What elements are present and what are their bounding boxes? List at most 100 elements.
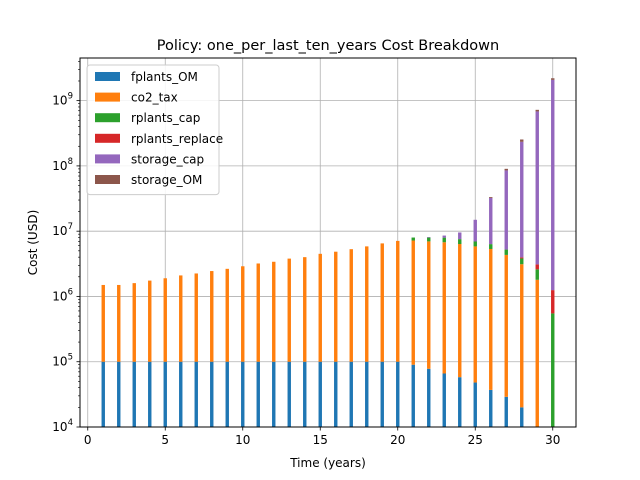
bar-segment-fplants-OM xyxy=(380,361,384,427)
bar-segment-rplants-cap xyxy=(458,239,462,245)
bar-segment-co2-tax xyxy=(117,284,121,362)
bar-segment-fplants-OM xyxy=(473,382,477,427)
bar-segment-co2-tax xyxy=(504,254,508,397)
bar-segment-co2-tax xyxy=(318,253,322,362)
x-tick-label: 25 xyxy=(468,433,483,447)
y-tick-label: 109 xyxy=(52,92,73,108)
bar-segment-rplants-cap xyxy=(473,241,477,247)
legend-swatch xyxy=(95,133,120,143)
bar-segment-storage-OM xyxy=(535,109,539,112)
bar-segment-co2-tax xyxy=(256,263,260,362)
bar-segment-fplants-OM xyxy=(210,361,214,427)
bar-segment-fplants-OM xyxy=(194,361,198,427)
bar-segment-fplants-OM xyxy=(489,389,493,427)
bar-segment-fplants-OM xyxy=(179,361,183,427)
bar-segment-fplants-OM xyxy=(396,361,400,427)
bar-segment-co2-tax xyxy=(427,241,431,369)
bar-segment-fplants-OM xyxy=(117,361,121,427)
bar-segment-rplants-cap xyxy=(504,249,508,255)
bar-segment-co2-tax xyxy=(520,264,524,408)
legend-swatch xyxy=(95,154,120,164)
bar-segment-rplants-cap xyxy=(520,258,524,265)
bar-segment-rplants-cap xyxy=(535,269,539,280)
bar-segment-co2-tax xyxy=(380,243,384,362)
plot-frame xyxy=(79,57,577,428)
bar-segment-co2-tax xyxy=(163,278,167,362)
bar-segment-fplants-OM xyxy=(334,361,338,427)
bar-segment-co2-tax xyxy=(535,279,539,427)
bar-segment-fplants-OM xyxy=(411,364,415,427)
legend-label: fplants_OM xyxy=(131,70,198,84)
x-tick-label: 5 xyxy=(161,433,169,447)
legend-swatch xyxy=(95,92,120,102)
x-axis-ticks: 0 5 10 15 20 25 30 xyxy=(84,427,560,447)
bar-segment-fplants-OM xyxy=(163,361,167,427)
bar-segment-co2-tax xyxy=(287,258,291,362)
bar-segment-fplants-OM xyxy=(241,361,245,427)
bar-segment-fplants-OM xyxy=(256,361,260,427)
bar-segment-rplants-cap xyxy=(489,244,493,249)
bar-segment-storage-cap xyxy=(427,237,431,238)
bar-segment-fplants-OM xyxy=(318,361,322,427)
bar-segment-fplants-OM xyxy=(365,361,369,427)
bar-segment-rplants-replace xyxy=(551,290,555,314)
bar-segment-co2-tax xyxy=(458,244,462,378)
bar-segment-rplants-replace xyxy=(535,264,539,270)
bar-segment-co2-tax xyxy=(132,283,136,362)
bar-segment-co2-tax xyxy=(411,240,415,365)
bar-segment-storage-cap xyxy=(489,197,493,245)
bar-segment-storage-cap xyxy=(442,235,446,238)
y-tick-label: 106 xyxy=(52,287,73,303)
stacked-bars xyxy=(101,78,555,427)
x-tick-label: 15 xyxy=(313,433,328,447)
bar-segment-rplants-cap xyxy=(411,237,415,241)
bar-segment-storage-cap xyxy=(551,79,555,291)
legend-label: co2_tax xyxy=(131,91,178,105)
bar-segment-fplants-OM xyxy=(225,361,229,427)
bar-segment-fplants-OM xyxy=(272,361,276,427)
legend: fplants_OM co2_tax rplants_cap rplants_repl… xyxy=(86,64,223,196)
y-tick-label: 107 xyxy=(52,222,73,238)
bar-segment-fplants-OM xyxy=(287,361,291,427)
bar-segment-fplants-OM xyxy=(427,368,431,427)
bar-segment-co2-tax xyxy=(396,240,400,362)
bar-segment-fplants-OM xyxy=(458,377,462,427)
legend-swatch xyxy=(95,113,120,123)
x-tick-label: 20 xyxy=(390,433,405,447)
x-tick-label: 30 xyxy=(545,433,560,447)
bar-segment-fplants-OM xyxy=(504,396,508,427)
x-tick-label: 10 xyxy=(235,433,250,447)
bar-segment-co2-tax xyxy=(442,242,446,374)
bar-segment-co2-tax xyxy=(101,284,105,362)
bar-segment-co2-tax xyxy=(225,268,229,362)
y-tick-label: 108 xyxy=(52,157,73,173)
y-tick-label: 105 xyxy=(52,353,73,369)
bar-segment-co2-tax xyxy=(334,251,338,362)
bar-segment-storage-OM xyxy=(551,78,555,80)
bar-segment-storage-cap xyxy=(520,141,524,258)
chart-title: Policy: one_per_last_ten_years Cost Brea… xyxy=(157,38,499,54)
bar-segment-storage-OM xyxy=(489,197,493,198)
bar-segment-rplants-replace xyxy=(520,257,524,259)
bar-segment-fplants-OM xyxy=(101,361,105,427)
bar-segment-co2-tax xyxy=(272,261,276,362)
bar-segment-rplants-cap xyxy=(551,313,555,427)
x-tick-label: 0 xyxy=(84,433,92,447)
x-axis-label: Time (years) xyxy=(289,456,366,470)
bar-segment-storage-cap xyxy=(458,232,462,240)
bar-segment-storage-OM xyxy=(504,168,508,171)
bar-segment-co2-tax xyxy=(349,249,353,362)
bar-segment-co2-tax xyxy=(148,280,152,362)
y-axis-label: Cost (USD) xyxy=(26,210,40,276)
legend-label: rplants_cap xyxy=(131,111,200,125)
bar-segment-co2-tax xyxy=(473,246,477,383)
legend-swatch xyxy=(95,72,120,81)
bar-segment-rplants-cap xyxy=(442,237,446,243)
legend-label: rplants_replace xyxy=(131,132,223,146)
bar-segment-fplants-OM xyxy=(520,407,524,427)
bar-segment-storage-OM xyxy=(520,139,524,142)
bar-segment-storage-cap xyxy=(504,170,508,250)
legend-swatch xyxy=(95,175,120,184)
bar-segment-rplants-cap xyxy=(427,237,431,242)
